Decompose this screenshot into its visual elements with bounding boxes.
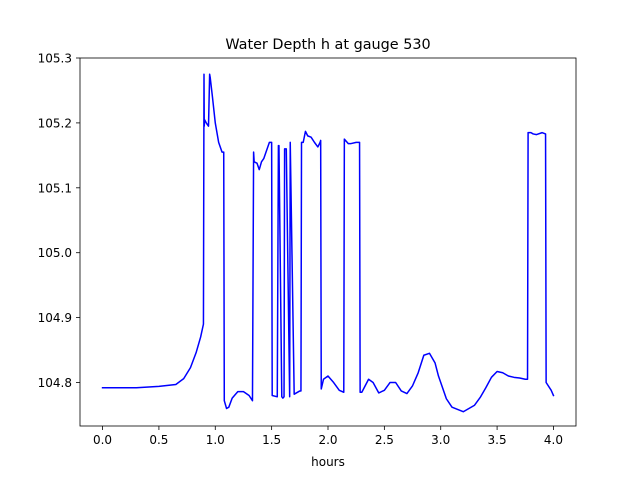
x-axis-ticks: 0.0 0.5 1.0 1.5 2.0 2.5 3.0 3.5 4.0: [93, 426, 563, 447]
y-tick-label: 105.3: [38, 52, 72, 66]
x-tick-label: 0.5: [149, 433, 168, 447]
y-tick-label: 105.0: [38, 246, 72, 260]
x-tick-label: 3.0: [431, 433, 450, 447]
x-tick-label: 1.0: [206, 433, 225, 447]
chart-title: Water Depth h at gauge 530: [225, 37, 430, 53]
y-tick-label: 105.1: [38, 181, 72, 195]
x-axis-label: hours: [311, 455, 345, 469]
y-tick-label: 104.9: [38, 311, 72, 325]
x-tick-label: 4.0: [544, 433, 563, 447]
y-tick-label: 105.2: [38, 116, 72, 130]
y-axis-ticks: 104.8 104.9 105.0 105.1 105.2 105.3: [38, 52, 80, 390]
x-tick-label: 1.5: [262, 433, 281, 447]
x-tick-label: 0.0: [93, 433, 112, 447]
series-line-water-depth: [101, 73, 555, 413]
y-tick-label: 104.8: [38, 376, 72, 390]
x-tick-label: 2.0: [318, 433, 337, 447]
x-tick-label: 2.5: [375, 433, 394, 447]
x-tick-label: 3.5: [488, 433, 507, 447]
